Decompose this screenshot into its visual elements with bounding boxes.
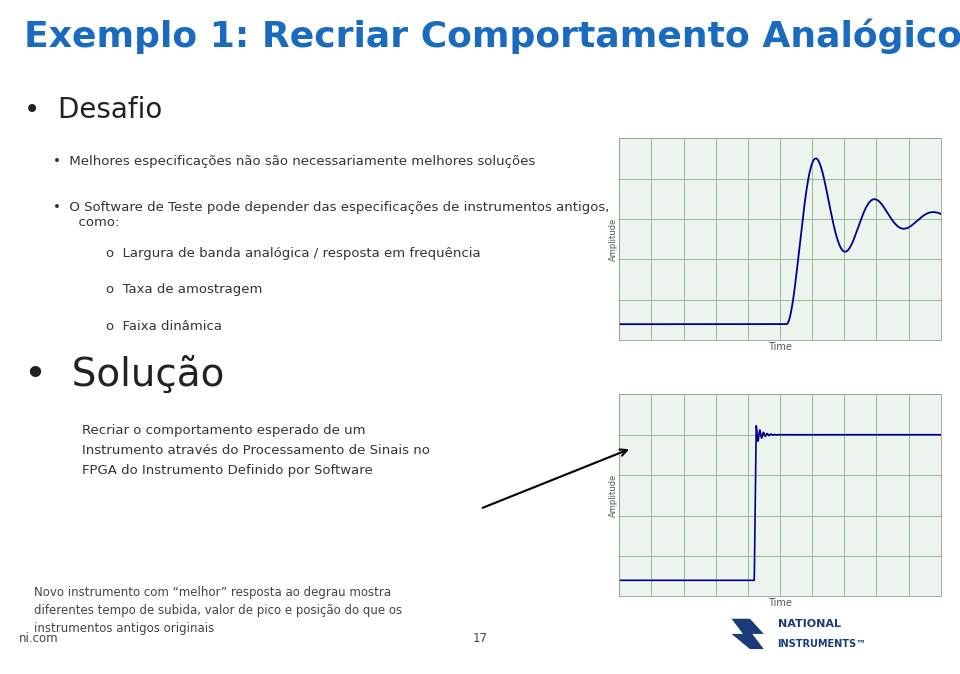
X-axis label: Time: Time bbox=[768, 598, 792, 608]
Polygon shape bbox=[732, 619, 764, 649]
Text: •  Desafio: • Desafio bbox=[24, 96, 162, 124]
Text: o  Taxa de amostragem: o Taxa de amostragem bbox=[106, 283, 262, 297]
Text: •  Solução: • Solução bbox=[24, 357, 225, 395]
X-axis label: Time: Time bbox=[768, 342, 792, 352]
Text: NATIONAL: NATIONAL bbox=[778, 619, 841, 629]
Text: •  Melhores especificações não são necessariamente melhores soluções: • Melhores especificações não são necess… bbox=[53, 155, 535, 168]
Text: 17: 17 bbox=[472, 632, 488, 646]
Text: INSTRUMENTS™: INSTRUMENTS™ bbox=[778, 639, 867, 649]
Text: o  Largura de banda analógica / resposta em frequência: o Largura de banda analógica / resposta … bbox=[106, 247, 480, 259]
Text: Recriar o comportamento esperado de um
Instrumento através do Processamento de S: Recriar o comportamento esperado de um I… bbox=[82, 424, 429, 477]
Text: •  O Software de Teste pode depender das especificações de instrumentos antigos,: • O Software de Teste pode depender das … bbox=[53, 201, 610, 229]
Y-axis label: Amplitude: Amplitude bbox=[609, 474, 618, 517]
Y-axis label: Amplitude: Amplitude bbox=[609, 218, 618, 261]
Text: ni.com: ni.com bbox=[19, 632, 59, 646]
Text: o  Faixa dinâmica: o Faixa dinâmica bbox=[106, 320, 222, 333]
Text: Exemplo 1: Recriar Comportamento Analógico: Exemplo 1: Recriar Comportamento Analógi… bbox=[24, 19, 960, 54]
Text: Novo instrumento com “melhor” resposta ao degrau mostra
diferentes tempo de subi: Novo instrumento com “melhor” resposta a… bbox=[34, 586, 401, 636]
